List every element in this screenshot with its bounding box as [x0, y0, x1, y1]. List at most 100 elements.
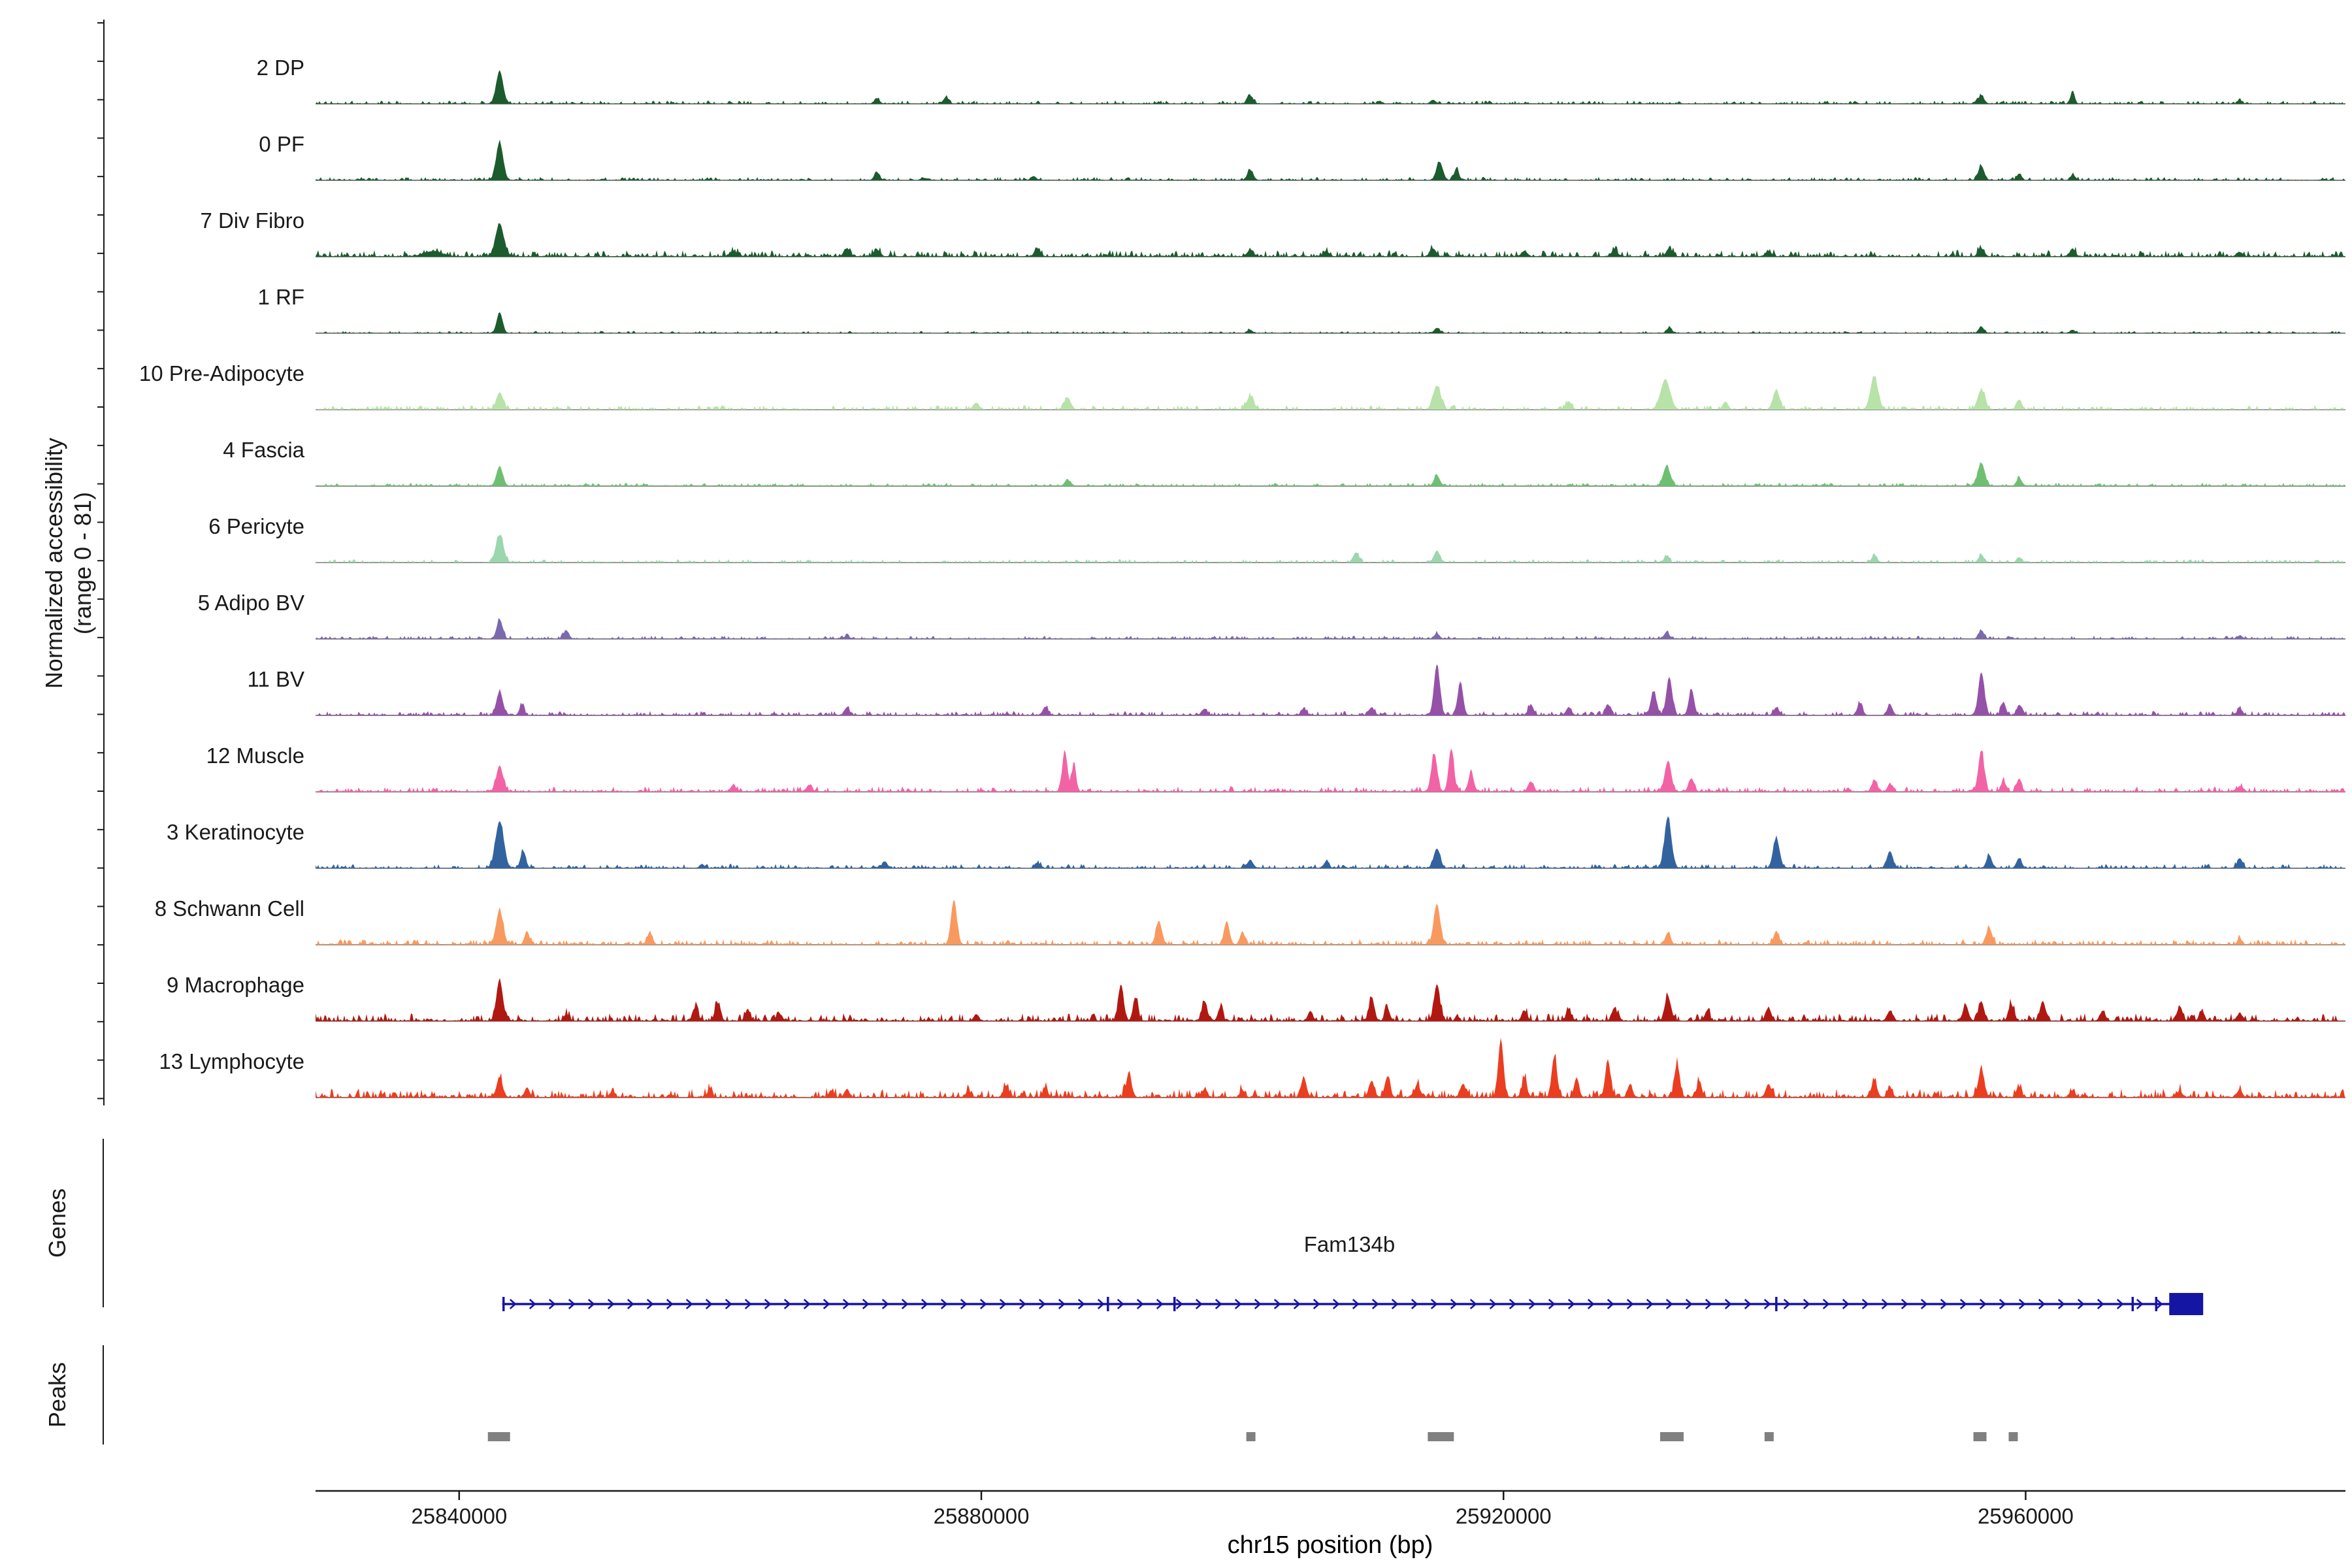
x-tick-label: 25840000: [411, 1504, 507, 1528]
strand-arrow-icon: [568, 1299, 576, 1309]
track-row: 2 DP: [0, 35, 2352, 111]
track-label-11-bv: 11 BV: [247, 667, 304, 691]
track-label-4-fascia: 4 Fascia: [223, 438, 304, 462]
track-row: 13 Lymphocyte: [0, 1028, 2352, 1105]
x-tick-label: 25920000: [1456, 1504, 1552, 1528]
track-label-12-muscle: 12 Muscle: [206, 743, 304, 768]
track-label-13-lymphocyte: 13 Lymphocyte: [159, 1049, 304, 1073]
signal-area: [316, 139, 2345, 180]
strand-arrow-icon: [2077, 1299, 2085, 1309]
strand-arrow-icon: [1352, 1299, 1360, 1309]
strand-arrow-icon: [1587, 1299, 1595, 1309]
peak-region-box: [1246, 1432, 1256, 1441]
track-label-10-pre-adipocyte: 10 Pre-Adipocyte: [139, 361, 304, 385]
strand-arrow-icon: [607, 1299, 615, 1309]
strand-arrow-icon: [764, 1299, 772, 1309]
signal-area: [316, 376, 2345, 410]
strand-arrow-icon: [1332, 1299, 1340, 1309]
genes-section-label: Genes: [44, 1188, 71, 1258]
track-row: 11 BV: [0, 646, 2352, 723]
strand-arrow-icon: [1077, 1299, 1085, 1309]
track-label-2-dp: 2 DP: [256, 56, 304, 80]
strand-arrow-icon: [1489, 1299, 1497, 1309]
track-signal-4-fascia: [316, 462, 2345, 487]
strand-arrow-icon: [1175, 1299, 1183, 1309]
signal-area: [316, 748, 2345, 792]
strand-arrow-icon: [1234, 1299, 1242, 1309]
signal-area: [316, 900, 2345, 945]
track-row: 3 Keratinocyte: [0, 799, 2352, 875]
strand-arrow-icon: [1901, 1299, 1908, 1309]
track-signal-6-pericyte: [316, 534, 2345, 563]
strand-arrow-icon: [1803, 1299, 1810, 1309]
strand-arrow-icon: [705, 1299, 713, 1309]
signal-area: [316, 1037, 2345, 1098]
strand-arrow-icon: [2057, 1299, 2065, 1309]
track-label-5-adipo-bv: 5 Adipo BV: [197, 591, 304, 615]
peaks-section-label: Peaks: [44, 1362, 71, 1428]
track-signal-13-lymphocyte: [316, 1037, 2345, 1098]
peak-region-box: [1973, 1432, 1987, 1441]
signal-area: [316, 223, 2345, 257]
track-row: 6 Pericyte: [0, 493, 2352, 570]
strand-arrow-icon: [1136, 1299, 1144, 1309]
strand-arrow-icon: [548, 1299, 556, 1309]
strand-arrow-icon: [1548, 1299, 1556, 1309]
signal-area: [316, 534, 2345, 563]
track-signal-3-keratinocyte: [316, 816, 2345, 869]
track-row: 4 Fascia: [0, 417, 2352, 493]
strand-arrow-icon: [881, 1299, 889, 1309]
peak-region-box: [1428, 1432, 1454, 1441]
peak-region-box: [2008, 1432, 2018, 1441]
strand-arrow-icon: [803, 1299, 811, 1309]
strand-arrow-icon: [1665, 1299, 1673, 1309]
gene-name-label: Fam134b: [1303, 1232, 1396, 1256]
track-signal-5-adipo-bv: [316, 618, 2345, 640]
track-label-9-macrophage: 9 Macrophage: [167, 973, 304, 997]
strand-arrow-icon: [783, 1299, 791, 1309]
strand-arrow-icon: [1156, 1299, 1164, 1309]
track-label-0-pf: 0 PF: [259, 132, 304, 156]
track-signal-10-pre-adipocyte: [316, 376, 2345, 410]
strand-arrow-icon: [1117, 1299, 1124, 1309]
strand-arrow-icon: [862, 1299, 870, 1309]
strand-arrow-icon: [1724, 1299, 1732, 1309]
track-row: 12 Muscle: [0, 723, 2352, 799]
strand-arrow-icon: [2136, 1299, 2144, 1309]
track-signal-12-muscle: [316, 748, 2345, 792]
strand-arrow-icon: [901, 1299, 909, 1309]
strand-arrow-icon: [1842, 1299, 1850, 1309]
strand-arrow-icon: [587, 1299, 595, 1309]
track-row: 9 Macrophage: [0, 952, 2352, 1028]
gene-model: [502, 1293, 2204, 1315]
signal-area: [316, 462, 2345, 486]
strand-arrow-icon: [1430, 1299, 1438, 1309]
signal-area: [316, 70, 2345, 104]
signal-area: [316, 312, 2345, 333]
y-axis-ticks: [97, 20, 105, 1105]
strand-arrow-icon: [1313, 1299, 1320, 1309]
strand-arrow-icon: [979, 1299, 987, 1309]
strand-arrow-icon: [2038, 1299, 2046, 1309]
track-signal-2-dp: [316, 70, 2345, 105]
track-label-3-keratinocyte: 3 Keratinocyte: [167, 820, 304, 844]
strand-arrow-icon: [1273, 1299, 1281, 1309]
peak-region-box: [1764, 1432, 1774, 1441]
peaks-bracket: [103, 1345, 104, 1445]
strand-arrow-icon: [1940, 1299, 1948, 1309]
track-label-6-pericyte: 6 Pericyte: [208, 514, 304, 538]
track-row: 1 RF: [0, 264, 2352, 340]
track-label-8-schwann-cell: 8 Schwann Cell: [154, 896, 304, 921]
strand-arrow-icon: [940, 1299, 948, 1309]
strand-arrow-icon: [1763, 1299, 1771, 1309]
track-row: 7 Div Fibro: [0, 188, 2352, 264]
strand-arrow-icon: [1607, 1299, 1614, 1309]
strand-arrow-icon: [2097, 1299, 2104, 1309]
strand-arrow-icon: [1293, 1299, 1301, 1309]
track-signal-7-div-fibro: [316, 223, 2345, 257]
x-tick-label: 25960000: [1978, 1504, 2074, 1528]
strand-arrow-icon: [1215, 1299, 1222, 1309]
strand-arrow-icon: [2116, 1299, 2124, 1309]
strand-arrow-icon: [921, 1299, 928, 1309]
